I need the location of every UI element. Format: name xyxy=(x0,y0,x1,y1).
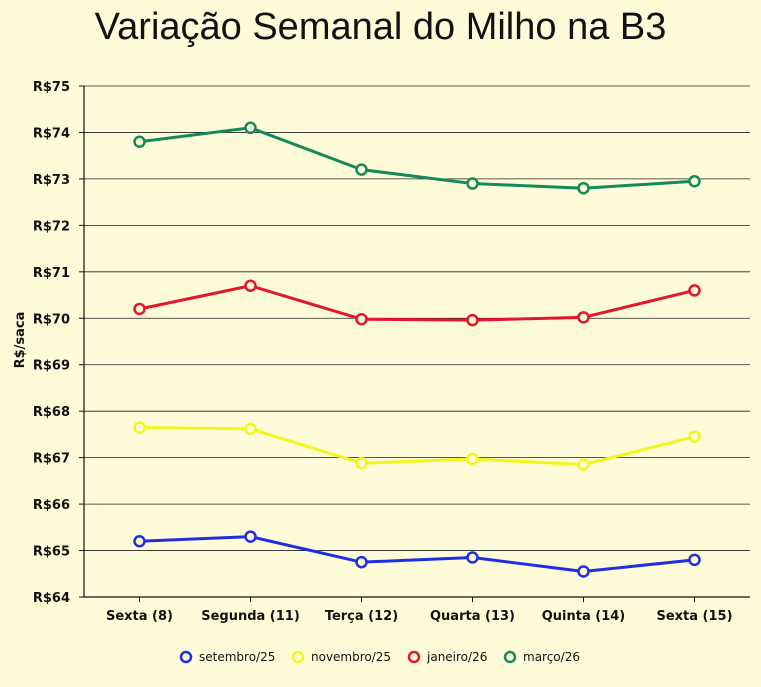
data-point xyxy=(577,565,590,578)
data-point xyxy=(244,530,257,543)
legend-marker xyxy=(291,650,305,664)
legend-marker xyxy=(179,650,193,664)
series-line xyxy=(139,535,695,573)
legend: setembro/25 novembro/25 janeiro/26 março/26 xyxy=(179,650,580,664)
y-tick-label: R$70 xyxy=(33,312,70,327)
series-line xyxy=(139,425,695,467)
data-point xyxy=(355,456,368,470)
series xyxy=(133,121,701,578)
data-point xyxy=(688,430,701,443)
data-point xyxy=(466,551,479,564)
x-tick-label: Segunda (11) xyxy=(201,609,300,624)
legend-item: janeiro/26 xyxy=(407,650,487,664)
x-tick-label: Sexta (8) xyxy=(106,609,173,624)
data-point xyxy=(355,312,368,326)
data-point xyxy=(466,313,479,327)
y-tick-label: R$66 xyxy=(33,498,70,513)
legend-label: janeiro/26 xyxy=(426,650,487,664)
x-tick-labels: Sexta (8) Segunda (11) Terça (12) Quarta (1… xyxy=(106,609,733,624)
series-3 xyxy=(133,279,701,327)
data-point xyxy=(244,422,257,436)
data-point xyxy=(688,553,701,567)
legend-item: março/26 xyxy=(503,650,580,664)
data-point xyxy=(133,302,146,316)
y-axis-label: R$/saca xyxy=(13,312,28,369)
y-tick-label: R$67 xyxy=(33,452,70,467)
y-tick-label: R$71 xyxy=(33,266,70,281)
y-tick-label: R$65 xyxy=(33,545,70,560)
series-line xyxy=(139,126,695,190)
axes xyxy=(79,85,750,602)
data-point xyxy=(688,284,701,297)
data-point xyxy=(133,535,146,548)
data-point xyxy=(466,177,479,190)
series-1 xyxy=(133,530,701,578)
data-point xyxy=(688,174,701,188)
series-4 xyxy=(133,121,701,195)
data-point xyxy=(577,181,590,195)
chart-title: Variação Semanal do Milho na B3 xyxy=(94,6,667,48)
y-tick-labels: R$64 R$65 R$66 R$67 R$68 R$69 R$70 R$71 R$72 R$73… xyxy=(33,80,70,606)
data-point xyxy=(244,121,257,135)
data-point xyxy=(466,452,479,466)
legend-marker xyxy=(503,650,517,664)
legend-marker xyxy=(407,650,421,664)
y-tick-label: R$69 xyxy=(33,359,70,374)
x-tick-label: Sexta (15) xyxy=(656,609,732,624)
legend-item: novembro/25 xyxy=(291,650,391,664)
legend-item: setembro/25 xyxy=(179,650,275,664)
data-point xyxy=(133,421,146,434)
data-point xyxy=(355,555,368,569)
x-tick-label: Quinta (14) xyxy=(542,609,626,624)
data-point xyxy=(355,163,368,176)
legend-label: março/26 xyxy=(523,650,580,664)
y-tick-label: R$74 xyxy=(33,126,70,141)
y-tick-label: R$72 xyxy=(33,219,70,234)
series-line xyxy=(139,284,695,322)
data-point xyxy=(244,279,257,293)
grid-lines xyxy=(84,85,750,598)
x-tick-label: Terça (12) xyxy=(325,609,398,624)
data-point xyxy=(577,311,590,324)
y-tick-label: R$73 xyxy=(33,173,70,188)
y-tick-label: R$75 xyxy=(33,80,70,95)
x-tick-label: Quarta (13) xyxy=(430,609,515,624)
y-tick-label: R$68 xyxy=(33,405,70,420)
legend-label: setembro/25 xyxy=(199,650,275,664)
series-2 xyxy=(133,421,701,471)
y-tick-label: R$64 xyxy=(33,591,70,606)
data-point xyxy=(577,458,590,471)
data-point xyxy=(133,135,146,148)
legend-label: novembro/25 xyxy=(311,650,391,664)
